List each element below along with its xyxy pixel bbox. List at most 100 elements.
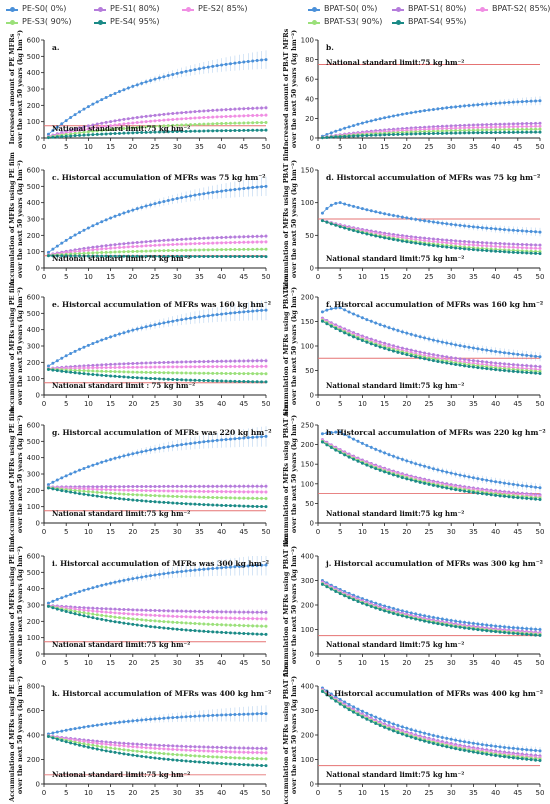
data-point — [189, 615, 193, 619]
data-point — [64, 474, 68, 478]
data-point — [525, 127, 529, 131]
data-point — [471, 248, 475, 252]
data-point — [91, 586, 95, 590]
data-point — [427, 127, 431, 131]
data-point — [135, 623, 139, 627]
data-point — [498, 245, 502, 249]
y-tick-label: 100 — [301, 626, 314, 634]
data-point — [237, 372, 241, 376]
data-point — [529, 627, 533, 631]
data-point — [391, 607, 395, 611]
data-point — [463, 131, 467, 135]
data-point — [237, 496, 241, 500]
data-point — [55, 478, 59, 482]
data-point — [423, 351, 427, 355]
data-point — [387, 115, 391, 119]
data-point — [193, 489, 197, 493]
data-point — [140, 450, 144, 454]
data-point — [374, 210, 378, 214]
data-point — [251, 496, 255, 500]
data-point — [117, 620, 121, 624]
data-point — [206, 191, 210, 195]
data-point — [511, 369, 515, 373]
x-tick-label: 20 — [128, 143, 137, 151]
data-point — [73, 349, 77, 353]
data-point — [369, 342, 373, 346]
y-tick-label: 50 — [305, 367, 314, 375]
data-point — [471, 128, 475, 132]
data-point — [255, 359, 259, 363]
data-point — [440, 485, 444, 489]
data-point — [405, 353, 409, 357]
data-point — [153, 484, 157, 488]
data-point — [122, 578, 126, 582]
data-point — [157, 254, 161, 258]
data-point — [242, 247, 246, 251]
data-point — [135, 116, 139, 120]
data-point — [197, 495, 201, 499]
data-point — [228, 631, 232, 635]
data-point — [64, 610, 68, 614]
data-point — [131, 84, 135, 88]
x-tick-label: 35 — [195, 528, 204, 536]
legend-label: BPAT-S3( 90%) — [324, 17, 383, 26]
data-point — [157, 614, 161, 618]
data-point — [197, 254, 201, 258]
data-point — [387, 453, 391, 457]
data-point — [55, 607, 59, 611]
data-point — [529, 246, 533, 250]
data-point — [135, 617, 139, 621]
data-point — [320, 136, 324, 140]
data-point — [471, 131, 475, 135]
data-point — [180, 484, 184, 488]
data-point — [255, 240, 259, 244]
data-point — [175, 484, 179, 488]
data-point — [246, 235, 250, 239]
data-point — [206, 610, 210, 614]
data-point — [122, 211, 126, 215]
data-point — [409, 111, 413, 115]
data-point — [180, 129, 184, 133]
data-point — [144, 204, 148, 208]
data-point — [520, 363, 524, 367]
x-tick-label: 25 — [425, 659, 434, 667]
data-point — [197, 122, 201, 126]
data-point — [55, 125, 59, 129]
x-tick-label: 0 — [42, 528, 46, 536]
data-point — [189, 68, 193, 72]
data-point — [365, 120, 369, 124]
data-point — [440, 124, 444, 128]
data-point — [418, 242, 422, 246]
data-point — [224, 610, 228, 614]
x-tick-label: 40 — [491, 400, 500, 408]
data-point — [378, 345, 382, 349]
data-point — [454, 126, 458, 130]
data-point — [538, 130, 542, 134]
data-point — [228, 129, 232, 133]
data-point — [347, 435, 351, 439]
data-point — [126, 241, 130, 245]
data-point — [246, 632, 250, 636]
data-point — [414, 132, 418, 136]
data-point — [529, 230, 533, 234]
data-point — [86, 251, 90, 255]
data-point — [347, 455, 351, 459]
data-point — [538, 486, 542, 490]
y-tick-label: 0 — [310, 135, 314, 143]
data-point — [126, 121, 130, 125]
data-point — [476, 366, 480, 370]
data-point — [352, 204, 356, 208]
y-axis-label: Accumulation of MFRs using PE filmover t… — [8, 279, 24, 414]
data-point — [264, 484, 268, 488]
data-point — [220, 189, 224, 193]
data-point — [215, 496, 219, 500]
y-tick-label: 0 — [36, 651, 40, 659]
data-point — [197, 502, 201, 506]
data-point — [458, 131, 462, 135]
data-point — [233, 372, 237, 376]
data-point — [228, 616, 232, 620]
data-point — [126, 485, 130, 489]
data-point — [78, 371, 82, 375]
data-point — [498, 227, 502, 231]
data-point — [113, 132, 117, 136]
